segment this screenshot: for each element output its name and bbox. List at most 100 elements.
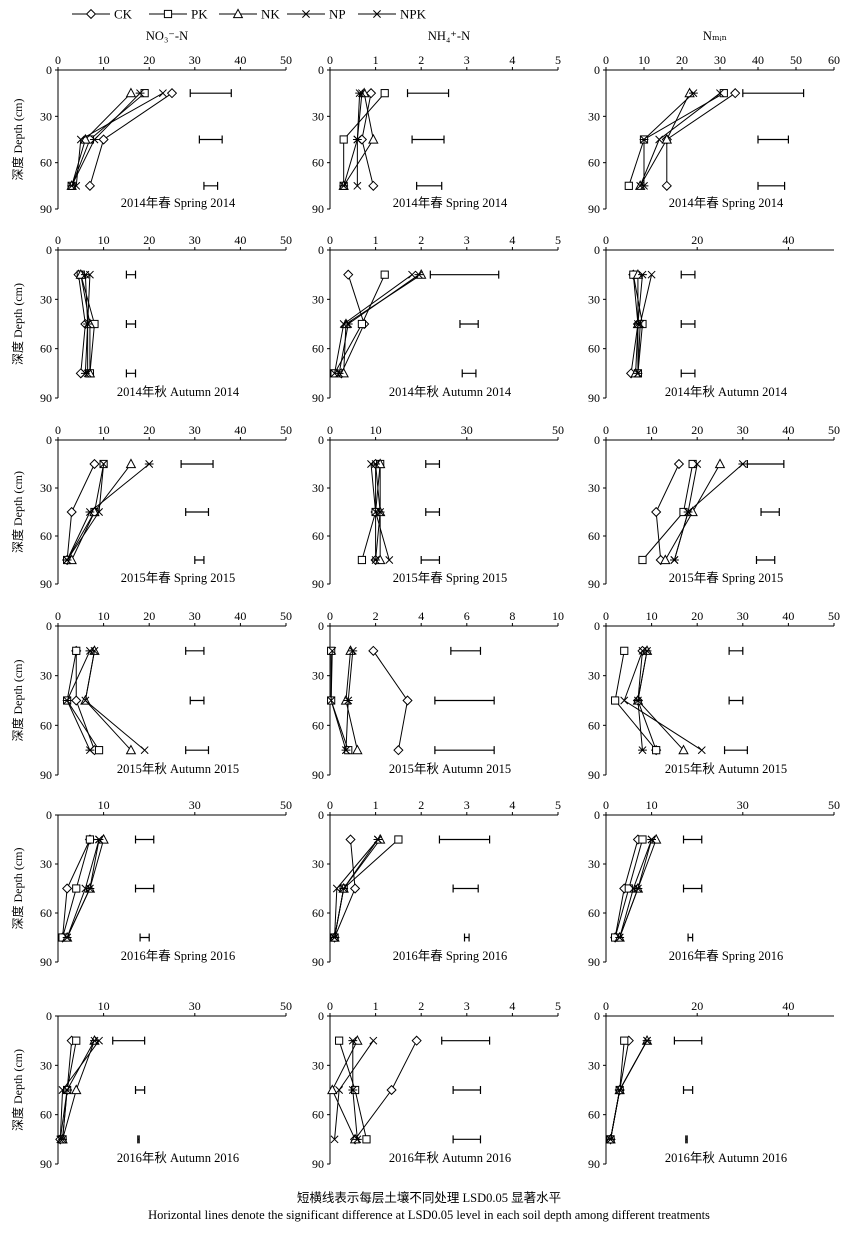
- panel-title: 2014年春 Spring 2014: [121, 196, 236, 210]
- x-tick-label: 50: [828, 423, 840, 437]
- data-point: [83, 320, 93, 328]
- x-tick-label: 2: [418, 53, 424, 67]
- x-tick-label: 50: [552, 423, 564, 437]
- lsd-bar: [434, 746, 495, 755]
- data-point: [125, 744, 137, 755]
- y-tick-label: 90: [312, 768, 324, 782]
- x-tick-label: 20: [676, 53, 688, 67]
- data-point: [639, 181, 649, 190]
- x-tick-label: 40: [782, 999, 794, 1013]
- data-point: [89, 458, 100, 470]
- data-point: [72, 1036, 81, 1045]
- data-point: [368, 180, 379, 191]
- panel-title: 2015年秋 Autumn 2015: [117, 762, 239, 776]
- y-tick-label: 60: [588, 718, 600, 732]
- x-tick-label: 0: [327, 233, 333, 247]
- series-npk: [58, 1036, 99, 1144]
- x-tick-label: 10: [370, 423, 382, 437]
- x-tick-label: 10: [638, 53, 650, 67]
- x-tick-label: 0: [55, 609, 61, 623]
- x-tick-label: 4: [418, 609, 424, 623]
- data-point: [357, 555, 367, 565]
- lsd-bar: [185, 646, 205, 655]
- series-npk: [62, 835, 104, 942]
- lsd-bar: [125, 270, 137, 279]
- series-nk: [80, 645, 137, 755]
- data-point: [368, 645, 379, 656]
- panel-r3-c0: 0 10 20 30 40 50 0 30 60 90 深度 Depth (cm) 2015年秋 Au…: [10, 609, 292, 782]
- data-point: [647, 835, 656, 844]
- data-point: [80, 133, 91, 144]
- data-point: [348, 646, 358, 655]
- legend-item-np: NP: [287, 7, 346, 22]
- x-tick-label: 40: [782, 609, 794, 623]
- data-point: [345, 834, 356, 845]
- lsd-bar: [459, 320, 479, 328]
- y-tick-label: 30: [40, 669, 52, 683]
- series-ck: [368, 645, 413, 756]
- lsd-bar: [425, 508, 441, 516]
- legend-label: CK: [114, 7, 133, 22]
- y-tick-label: 30: [312, 109, 324, 123]
- panel-r3-c2: 0 10 20 30 40 50 0 30 60 90 2015年秋 Autumn 2015: [588, 609, 840, 782]
- data-point: [62, 556, 72, 564]
- x-tick-label: 10: [98, 53, 110, 67]
- data-point: [683, 508, 693, 516]
- x-tick-label: 3: [464, 53, 470, 67]
- y-tick-label: 0: [594, 243, 600, 257]
- y-tick-label: 0: [318, 63, 324, 77]
- data-point: [688, 459, 697, 469]
- y-tick-label: 30: [40, 1058, 52, 1072]
- data-point: [85, 746, 95, 755]
- panel-r4-c2: 0 10 30 50 0 30 60 90 2016年春 Spring 2016: [588, 798, 840, 969]
- y-tick-label: 90: [588, 768, 600, 782]
- x-tick-label: 30: [737, 798, 749, 812]
- lsd-bar: [680, 369, 696, 378]
- series-np: [636, 89, 724, 190]
- x-tick-label: 10: [646, 798, 658, 812]
- data-point: [330, 933, 339, 942]
- y-tick-label: 90: [312, 202, 324, 216]
- data-point: [394, 835, 403, 844]
- data-point: [339, 884, 349, 893]
- y-tick-label: 60: [40, 156, 52, 170]
- lsd-bar: [203, 181, 219, 190]
- data-point: [334, 369, 344, 378]
- data-point: [678, 744, 689, 755]
- data-point: [352, 135, 362, 144]
- x-tick-label: 0: [603, 999, 609, 1013]
- series-line: [343, 274, 422, 374]
- y-tick-label: 30: [588, 109, 600, 123]
- data-point: [72, 646, 81, 655]
- data-point: [95, 508, 103, 516]
- data-point: [62, 696, 72, 705]
- data-point: [414, 270, 424, 279]
- data-point: [408, 270, 417, 279]
- y-tick-label: 0: [594, 619, 600, 633]
- x-tick-label: 10: [98, 423, 110, 437]
- x-tick-label: 0: [55, 53, 61, 67]
- lsd-bar: [139, 933, 150, 942]
- panel-title: 2016年秋 Autumn 2016: [117, 1151, 239, 1165]
- x-tick-label: 50: [280, 798, 292, 812]
- data-point: [144, 460, 154, 468]
- x-tick-label: 60: [828, 53, 840, 67]
- panel-r0-c1: 0 1 2 3 4 5 0 30 60 90 2014年春 Spring 2014: [312, 53, 561, 216]
- y-tick-label: 0: [46, 63, 52, 77]
- y-tick-label: 60: [588, 906, 600, 920]
- data-point: [327, 646, 336, 655]
- lsd-bar: [112, 1036, 146, 1045]
- data-point: [343, 696, 353, 705]
- panel-r5-c2: 0 20 40 0 30 60 90 2016年秋 Autumn 2016: [588, 999, 834, 1171]
- y-tick-label: 90: [312, 955, 324, 969]
- data-point: [615, 933, 625, 942]
- series-npk: [334, 270, 424, 378]
- panel-title: 2014年春 Spring 2014: [393, 196, 508, 210]
- data-point: [620, 696, 629, 705]
- series-nk: [660, 458, 726, 565]
- x-tick-label: 0: [327, 609, 333, 623]
- y-tick-label: 30: [312, 481, 324, 495]
- y-tick-label: 0: [46, 619, 52, 633]
- data-point: [738, 460, 748, 468]
- data-point: [339, 135, 348, 144]
